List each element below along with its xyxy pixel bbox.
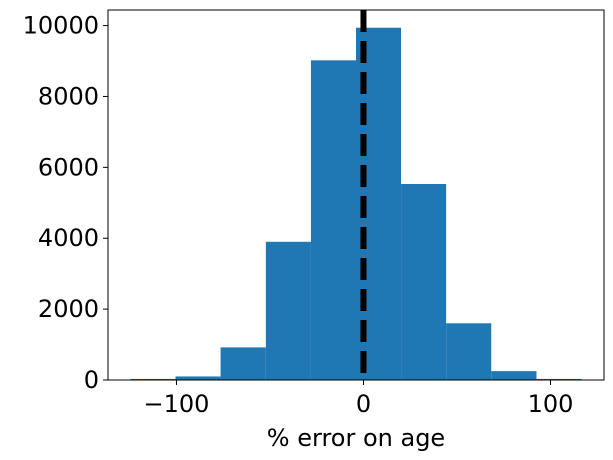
x-tick-label: −100 — [143, 390, 209, 418]
bar — [220, 347, 266, 380]
bar — [310, 60, 356, 380]
y-tick-label: 2000 — [38, 295, 99, 323]
bar — [446, 323, 492, 380]
bar — [130, 378, 176, 380]
y-tick-label: 4000 — [38, 224, 99, 252]
y-tick-label: 10000 — [23, 12, 99, 40]
bar — [536, 378, 582, 380]
y-tick-label: 8000 — [38, 82, 99, 110]
x-axis-label: % error on age — [267, 424, 445, 452]
y-tick-label: 0 — [84, 366, 99, 394]
x-tick-label: 100 — [528, 390, 574, 418]
bar — [401, 184, 447, 380]
bar — [491, 371, 537, 380]
x-tick-label: 0 — [356, 390, 371, 418]
bar — [265, 241, 311, 380]
axes-frame — [107, 9, 605, 381]
bar — [175, 376, 221, 380]
y-tick-label: 6000 — [38, 153, 99, 181]
